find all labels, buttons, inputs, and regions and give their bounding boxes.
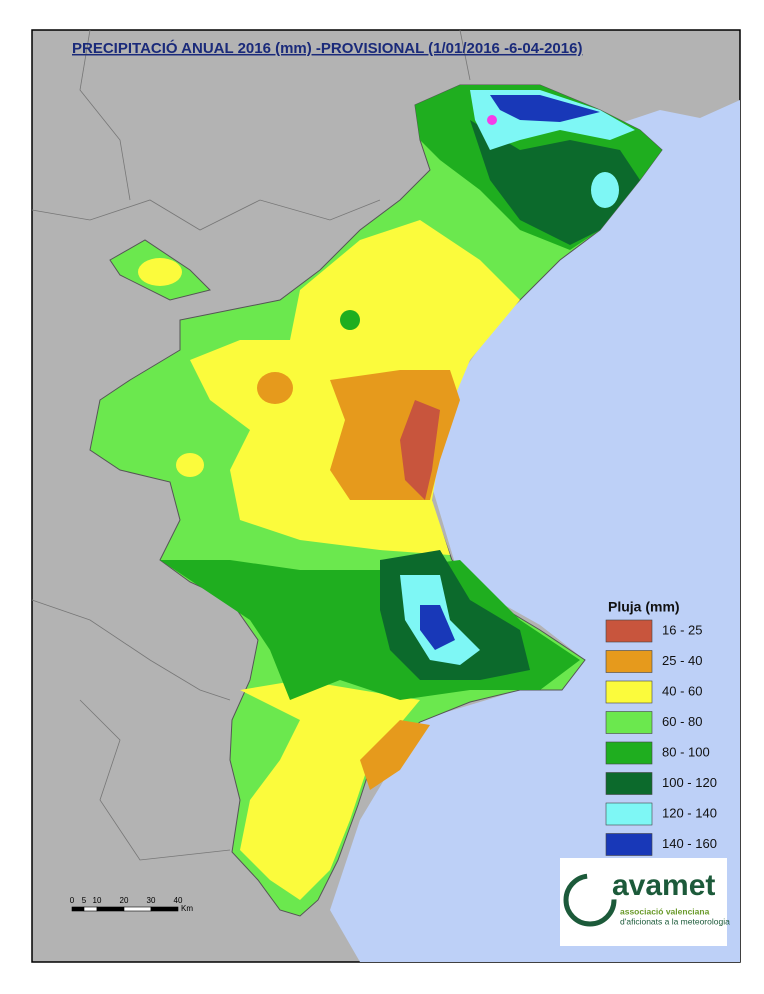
legend-label: 100 - 120 — [662, 775, 717, 790]
scale-segment — [123, 906, 152, 912]
scale-label: 30 — [147, 896, 156, 905]
zone — [591, 172, 619, 208]
scale-label: 5 — [82, 896, 87, 905]
legend-swatch — [605, 650, 653, 673]
legend-label: 80 - 100 — [662, 744, 710, 759]
legend-swatch — [605, 833, 653, 856]
legend-title: Pluja (mm) — [608, 599, 680, 615]
zone — [257, 372, 293, 404]
legend-label: 120 - 140 — [662, 805, 717, 820]
zone — [400, 400, 440, 500]
legend-swatch — [605, 772, 653, 795]
legend-swatch — [605, 741, 653, 765]
scale-unit: Km — [181, 904, 193, 913]
logo-name: avamet — [612, 869, 715, 902]
zone — [138, 258, 182, 286]
legend-swatch — [605, 680, 653, 704]
zone — [487, 115, 497, 125]
legend-label: 60 - 80 — [662, 714, 702, 729]
scale-label: 10 — [93, 896, 102, 905]
scale-segment — [96, 906, 125, 912]
logo-line: associació valenciana — [620, 906, 710, 916]
logo-ring — [563, 873, 617, 927]
legend-swatch — [605, 711, 653, 734]
zone — [340, 310, 360, 330]
zone — [240, 680, 420, 900]
zone — [470, 120, 640, 245]
map-title: PRECIPITACIÓ ANUAL 2016 (mm) -PROVISIONA… — [72, 39, 582, 57]
legend-label: 16 - 25 — [662, 622, 702, 637]
legend-label: 40 - 60 — [662, 683, 702, 698]
logo-line: d'aficionats a la meteorologia — [620, 916, 730, 926]
scale-label: 40 — [174, 896, 183, 905]
scale-label: 20 — [120, 896, 129, 905]
logo-box — [560, 858, 727, 946]
scale-segment — [83, 906, 98, 912]
zone — [176, 453, 204, 477]
logo: avamet associació valenciana d'aficionat… — [560, 858, 730, 946]
legend-swatch — [605, 802, 653, 826]
zone — [490, 95, 600, 122]
legend-swatch — [605, 619, 653, 643]
zone — [420, 605, 455, 650]
borders — [31, 29, 471, 861]
legend-label: 25 - 40 — [662, 653, 702, 668]
scale-segment — [71, 906, 85, 912]
scale-segment — [150, 906, 179, 912]
legend-label: 140 - 160 — [662, 836, 717, 851]
scale-label: 0 — [70, 896, 75, 905]
zone — [360, 720, 430, 790]
